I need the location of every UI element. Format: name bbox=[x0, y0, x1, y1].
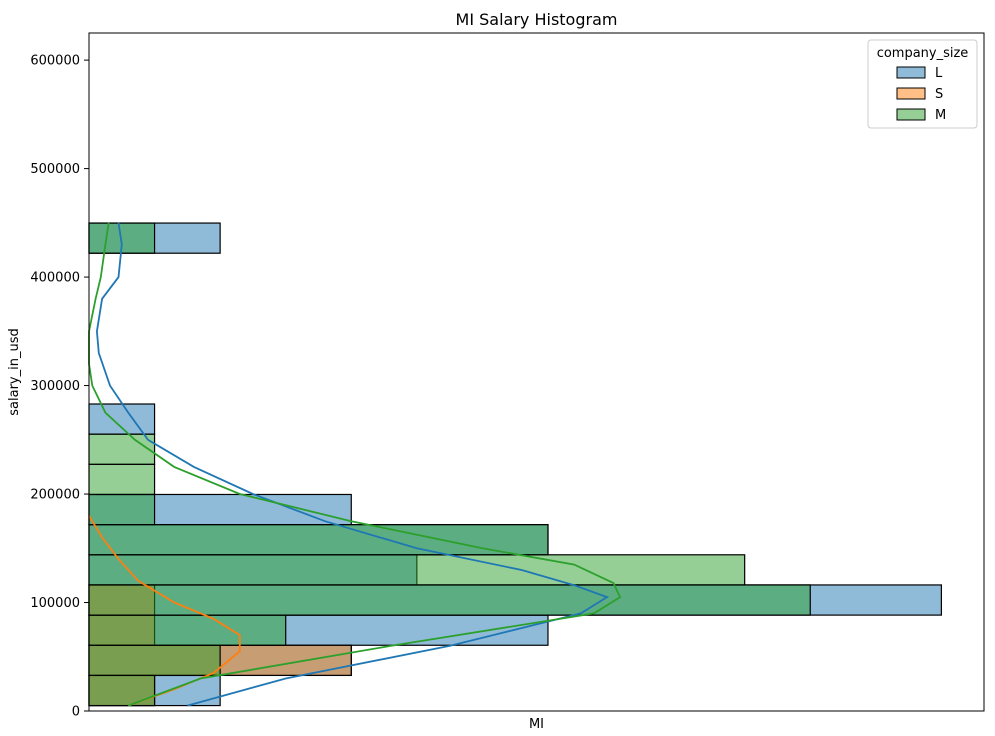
bar-m-8 bbox=[88, 433, 156, 465]
legend-swatch-s bbox=[896, 87, 926, 100]
x-axis-label: MI bbox=[529, 717, 544, 732]
kde-line-s bbox=[88, 515, 241, 707]
bar-m-6 bbox=[88, 493, 156, 526]
plot-frame bbox=[88, 32, 985, 712]
kde-line-l bbox=[95, 222, 610, 707]
bar-l-9 bbox=[88, 403, 156, 435]
legend-label-s: S bbox=[935, 87, 943, 102]
y-tick-label-6: 600000 bbox=[30, 54, 80, 69]
bar-m-4 bbox=[88, 554, 746, 586]
legend-box bbox=[867, 39, 978, 129]
y-tick-label-2: 200000 bbox=[30, 488, 80, 503]
chart-title: MI Salary Histogram bbox=[456, 10, 618, 29]
y-tick-label-1: 100000 bbox=[30, 596, 80, 611]
y-tick-label-4: 400000 bbox=[30, 271, 80, 286]
legend-label-l: L bbox=[935, 66, 943, 81]
legend-swatch-m bbox=[896, 108, 926, 121]
legend-title: company_size bbox=[877, 46, 969, 61]
bar-m-5 bbox=[88, 524, 549, 556]
bar-m-2 bbox=[88, 614, 287, 646]
kde-line-m bbox=[88, 222, 622, 707]
bars-layer bbox=[88, 222, 942, 707]
bar-m-0 bbox=[88, 674, 156, 707]
axes-layer: 0 100000 200000 300000 400000 500000 600000 bbox=[30, 32, 985, 720]
bar-m-3 bbox=[88, 584, 811, 616]
y-tick-label-0: 0 bbox=[72, 705, 80, 720]
y-axis-label: salary_in_usd bbox=[7, 328, 22, 415]
legend-swatch-l bbox=[896, 66, 926, 79]
kde-layer bbox=[88, 222, 622, 707]
y-tick-label-5: 500000 bbox=[30, 162, 80, 177]
bar-m-7 bbox=[88, 463, 156, 496]
y-tick-label-3: 300000 bbox=[30, 379, 80, 394]
bar-m-1 bbox=[88, 644, 221, 677]
legend-label-m: M bbox=[935, 108, 946, 123]
legend: company_size LSM bbox=[867, 39, 978, 129]
